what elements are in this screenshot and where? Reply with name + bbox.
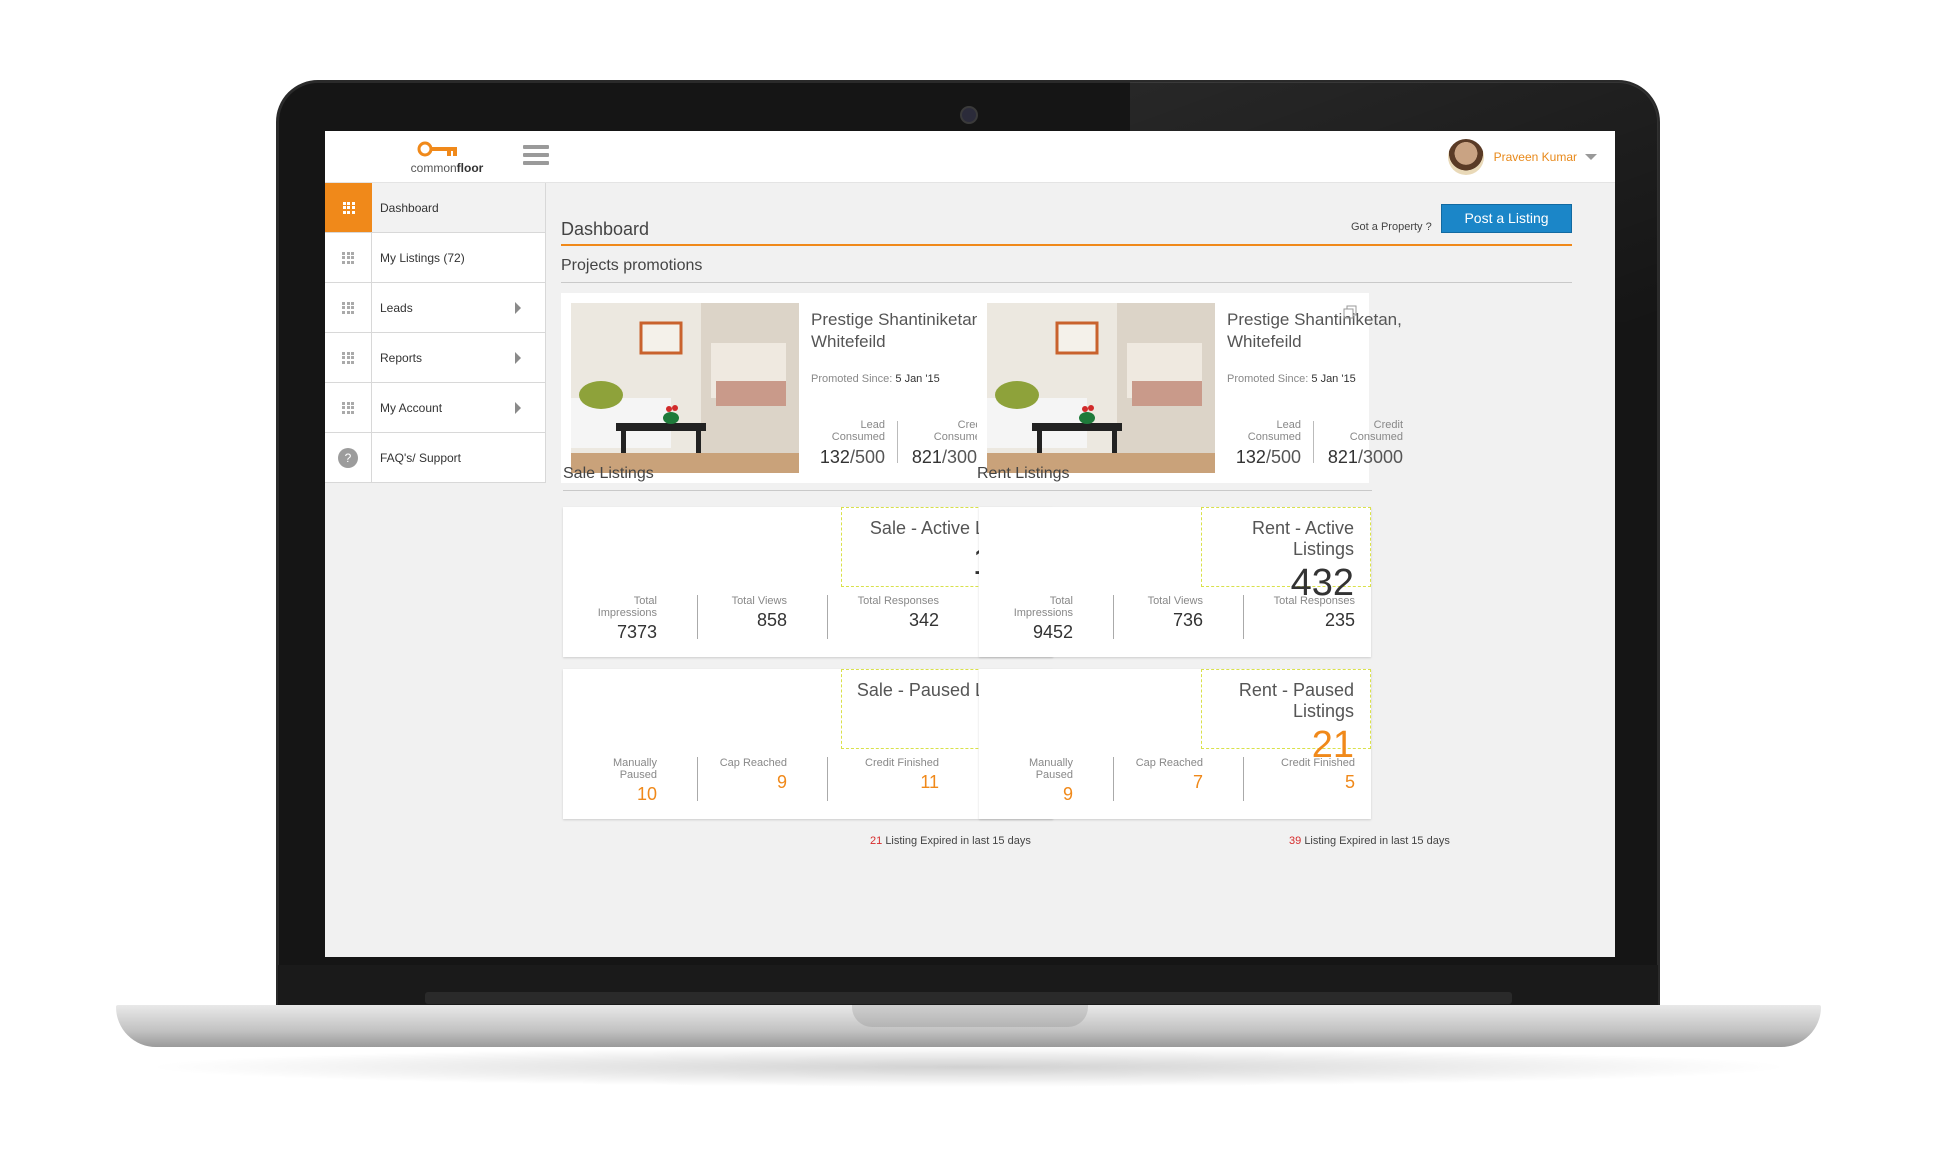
chevron-right-icon: [515, 302, 521, 314]
rent-expired-note[interactable]: 39 Listing Expired in last 15 days: [1289, 835, 1450, 847]
sidebar-item-label: My Account: [380, 400, 443, 415]
main-content: Dashboard Got a Property ? Post a Listin…: [561, 183, 1601, 957]
card-count: 21: [1311, 724, 1354, 766]
stat-credit-finished: Credit Finished 5: [1281, 757, 1355, 792]
credit-consumed: Credit Consumed 821/3000: [911, 419, 987, 467]
lead-consumed: Lead Consumed 132/500: [1235, 419, 1301, 467]
chevron-down-icon: [1585, 154, 1597, 160]
stat-credit-finished: Credit Finished 11: [865, 757, 939, 792]
promoted-since: Promoted Since: 5 Jan '15: [1227, 373, 1356, 385]
chevron-right-icon: [515, 402, 521, 414]
stat-responses: Total Responses 235: [1273, 595, 1355, 630]
page-title: Dashboard: [561, 219, 650, 239]
user-menu[interactable]: Praveen Kumar: [1447, 139, 1597, 175]
menu-icon[interactable]: [523, 145, 549, 167]
post-listing-button[interactable]: Post a Listing: [1441, 204, 1572, 233]
sidebar-item-label: Reports: [380, 350, 423, 365]
rent-paused-card[interactable]: Rent - Paused Listings 21 Manually Pause…: [979, 669, 1371, 819]
webcam: [960, 106, 978, 124]
top-bar: commonfloor Praveen Kumar: [325, 131, 1615, 183]
sidebar-item-my-listings[interactable]: My Listings (72): [325, 233, 546, 283]
title-divider: [561, 244, 1572, 246]
sidebar-item-label: FAQ's/ Support: [380, 450, 461, 465]
stat-impressions: Total Impressions 9452: [1013, 595, 1073, 642]
stat-views: Total Views 858: [731, 595, 787, 630]
stat-impressions: Total Impressions 7373: [597, 595, 657, 642]
stat-cap-reached: Cap Reached 7: [1135, 757, 1203, 792]
key-icon: [417, 141, 457, 157]
app-screen: commonfloor Praveen Kumar Dashboard My L…: [325, 131, 1615, 957]
lead-consumed: Lead Consumed 132/500: [819, 419, 885, 467]
stat-views: Total Views 736: [1147, 595, 1203, 630]
sidebar-item-leads[interactable]: Leads: [325, 283, 546, 333]
paused-highlight: Rent - Paused Listings 21: [1201, 669, 1371, 766]
sidebar-item-dashboard[interactable]: Dashboard: [325, 183, 546, 233]
promotion-card[interactable]: Prestige Shantiniketan, Whitefeild Promo…: [977, 293, 1403, 483]
stat-cap-reached: Cap Reached 9: [719, 757, 787, 792]
sale-expired-note[interactable]: 21 Listing Expired in last 15 days: [870, 835, 1031, 847]
copy-icon[interactable]: [1343, 305, 1357, 319]
grid-icon: [342, 401, 354, 414]
question-icon: ?: [338, 447, 358, 468]
user-name: Praveen Kumar: [1493, 150, 1577, 164]
grid-icon: [342, 351, 354, 364]
logo-wordmark: commonfloor: [410, 161, 484, 175]
sidebar-item-label: My Listings (72): [380, 250, 465, 265]
property-photo: [987, 303, 1215, 473]
grid-icon: [342, 301, 354, 314]
card-title: Rent - Paused Listings: [1238, 680, 1354, 721]
sidebar-item-reports[interactable]: Reports: [325, 333, 546, 383]
sidebar: Dashboard My Listings (72) Leads Reports…: [325, 183, 546, 483]
sale-listings-title: Sale Listings: [563, 465, 654, 482]
grid-icon: [342, 201, 355, 214]
promotion-card[interactable]: Prestige Shantiniketan, Whitefeild Promo…: [561, 293, 1051, 483]
rent-listings-title: Rent Listings: [977, 465, 1070, 482]
commonfloor-logo[interactable]: commonfloor: [397, 137, 497, 179]
promoted-since: Promoted Since: 5 Jan '15: [811, 373, 940, 385]
laptop-shadow: [140, 1047, 1797, 1087]
credit-consumed: Credit Consumed 821/3000: [1327, 419, 1403, 467]
chevron-right-icon: [515, 352, 521, 364]
lid-notch: [852, 1005, 1088, 1027]
sidebar-item-faq-support[interactable]: ? FAQ's/ Support: [325, 433, 546, 483]
cta-label: Got a Property ?: [1351, 221, 1432, 233]
section-divider: [561, 282, 1572, 283]
sidebar-item-my-account[interactable]: My Account: [325, 383, 546, 433]
promotions-title: Projects promotions: [561, 257, 703, 274]
sidebar-item-label: Leads: [380, 300, 413, 315]
card-title: Rent - Active Listings: [1251, 518, 1354, 559]
stat-manually-paused: Manually Paused 9: [1028, 757, 1073, 804]
project-name: Prestige Shantiniketan, Whitefeild: [811, 310, 986, 351]
sidebar-item-label: Dashboard: [380, 200, 439, 215]
property-photo: [571, 303, 799, 473]
active-highlight: Rent - Active Listings 432: [1201, 507, 1371, 604]
hinge-strip: [425, 992, 1512, 1004]
card-count: 432: [1290, 562, 1354, 604]
project-name: Prestige Shantiniketan, Whitefeild: [1227, 310, 1402, 351]
stat-responses: Total Responses 342: [857, 595, 939, 630]
grid-icon: [342, 251, 354, 264]
avatar: [1447, 139, 1484, 175]
stat-manually-paused: Manually Paused 10: [612, 757, 657, 804]
rent-active-card[interactable]: Rent - Active Listings 432 Total Impress…: [979, 507, 1371, 657]
